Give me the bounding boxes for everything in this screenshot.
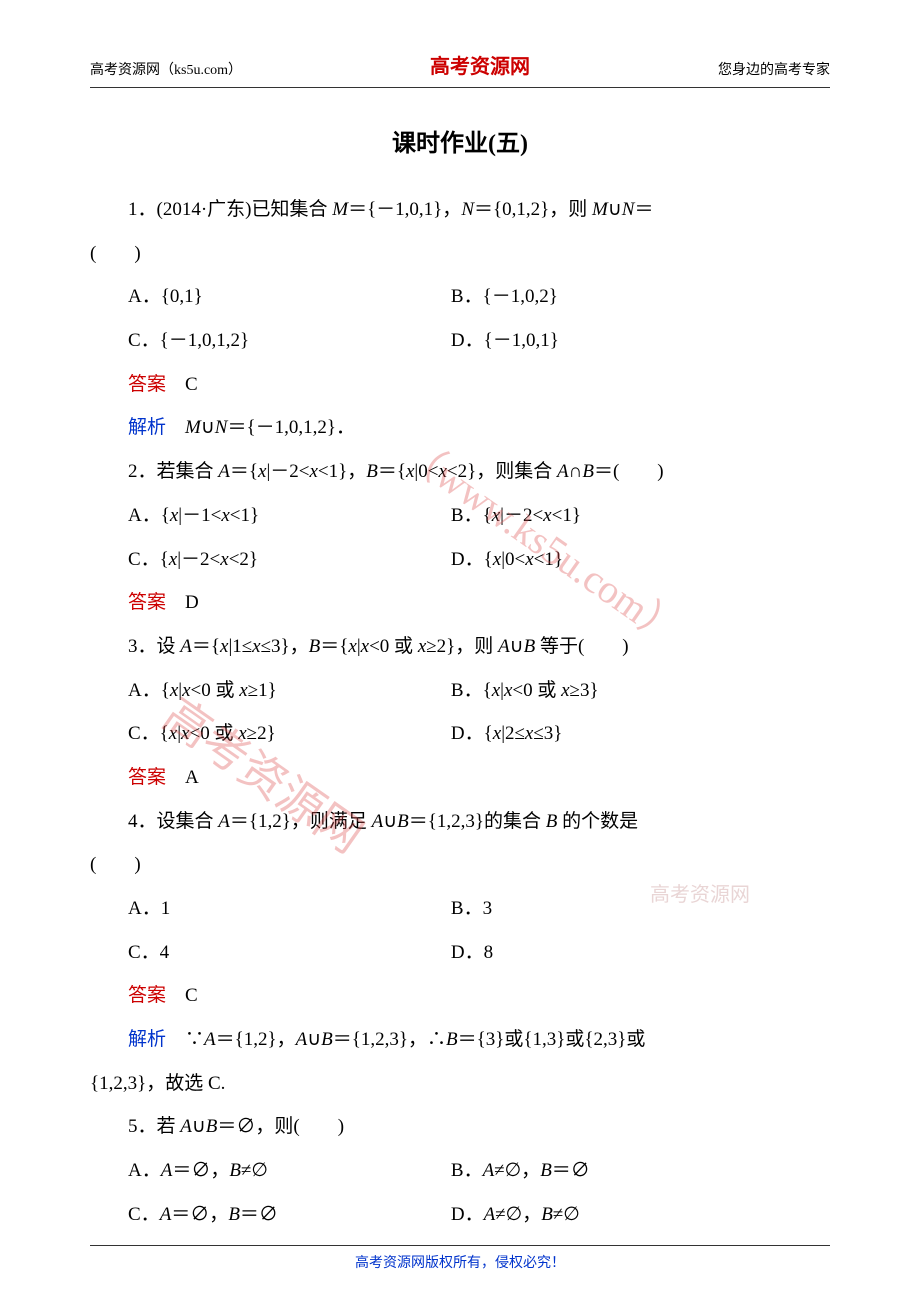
page-title: 课时作业(五)	[90, 123, 830, 158]
answer-label: 答案	[128, 374, 166, 395]
question-3-answer: 答案 A	[90, 756, 830, 800]
option-5c: C．A＝∅，B＝∅	[128, 1193, 451, 1237]
option-4a: A．1	[128, 887, 451, 931]
option-2a: A．{x|－1<x<1}	[128, 494, 451, 538]
option-3b: B．{x|x<0 或 x≥3}	[451, 669, 830, 713]
question-1-options-ab: A．{0,1} B．{－1,0,2}	[90, 275, 830, 319]
option-5b: B．A≠∅，B＝∅	[451, 1149, 830, 1193]
option-2b: B．{x|－2<x<1}	[451, 494, 830, 538]
question-1-analysis: 解析 M∪N＝{－1,0,1,2}．	[90, 406, 830, 450]
option-2c: C．{x|－2<x<2}	[128, 538, 451, 582]
option-5d: D．A≠∅，B≠∅	[451, 1193, 830, 1237]
question-5-options-cd: C．A＝∅，B＝∅ D．A≠∅，B≠∅	[90, 1193, 830, 1237]
option-1d: D．{－1,0,1}	[451, 319, 830, 363]
question-3-options-cd: C．{x|x<0 或 x≥2} D．{x|2≤x≤3}	[90, 712, 830, 756]
answer-label: 答案	[128, 592, 166, 613]
answer-label: 答案	[128, 767, 166, 788]
option-4b: B．3	[451, 887, 830, 931]
option-2d: D．{x|0<x<1}	[451, 538, 830, 582]
question-1-stem: 1．(2014·广东)已知集合 M＝{－1,0,1}，N＝{0,1,2}，则 M…	[90, 188, 830, 232]
option-5a: A．A＝∅，B≠∅	[128, 1149, 451, 1193]
question-3-stem: 3．设 A＝{x|1≤x≤3}，B＝{x|x<0 或 x≥2}，则 A∪B 等于…	[90, 625, 830, 669]
question-2-answer: 答案 D	[90, 581, 830, 625]
question-4-paren: ( )	[90, 843, 830, 887]
question-4-analysis: 解析 ∵A＝{1,2}，A∪B＝{1,2,3}，∴B＝{3}或{1,3}或{2,…	[90, 1018, 830, 1062]
content-body: 1．(2014·广东)已知集合 M＝{－1,0,1}，N＝{0,1,2}，则 M…	[90, 188, 830, 1237]
question-1-answer: 答案 C	[90, 363, 830, 407]
analysis-label: 解析	[128, 417, 166, 438]
document-page: 高考资源网（ks5u.com） 高考资源网 您身边的高考专家 课时作业(五) 1…	[0, 0, 920, 1267]
question-5-stem: 5．若 A∪B＝∅，则( )	[90, 1105, 830, 1149]
option-4c: C．4	[128, 931, 451, 975]
page-footer: 高考资源网版权所有，侵权必究！	[90, 1245, 830, 1272]
question-4-options-ab: A．1 B．3	[90, 887, 830, 931]
option-3c: C．{x|x<0 或 x≥2}	[128, 712, 451, 756]
question-1-paren: ( )	[90, 232, 830, 276]
question-2-stem: 2．若集合 A＝{x|－2<x<1}，B＝{x|0<x<2}，则集合 A∩B＝(…	[90, 450, 830, 494]
question-1-options-cd: C．{－1,0,1,2} D．{－1,0,1}	[90, 319, 830, 363]
option-4d: D．8	[451, 931, 830, 975]
option-3a: A．{x|x<0 或 x≥1}	[128, 669, 451, 713]
analysis-label: 解析	[128, 1029, 166, 1050]
question-3-options-ab: A．{x|x<0 或 x≥1} B．{x|x<0 或 x≥3}	[90, 669, 830, 713]
question-4-stem: 4．设集合 A＝{1,2}，则满足 A∪B＝{1,2,3}的集合 B 的个数是	[90, 800, 830, 844]
option-3d: D．{x|2≤x≤3}	[451, 712, 830, 756]
option-1b: B．{－1,0,2}	[451, 275, 830, 319]
question-5-options-ab: A．A＝∅，B≠∅ B．A≠∅，B＝∅	[90, 1149, 830, 1193]
header-right: 您身边的高考专家	[718, 59, 830, 79]
header-left: 高考资源网（ks5u.com）	[90, 59, 242, 79]
answer-label: 答案	[128, 985, 166, 1006]
question-4-answer: 答案 C	[90, 974, 830, 1018]
question-2-options-cd: C．{x|－2<x<2} D．{x|0<x<1}	[90, 538, 830, 582]
question-4-options-cd: C．4 D．8	[90, 931, 830, 975]
option-1c: C．{－1,0,1,2}	[128, 319, 451, 363]
question-2-options-ab: A．{x|－1<x<1} B．{x|－2<x<1}	[90, 494, 830, 538]
question-4-analysis-cont: {1,2,3}，故选 C.	[90, 1062, 830, 1106]
option-1a: A．{0,1}	[128, 275, 451, 319]
page-header: 高考资源网（ks5u.com） 高考资源网 您身边的高考专家	[90, 50, 830, 88]
header-center: 高考资源网	[430, 50, 530, 79]
